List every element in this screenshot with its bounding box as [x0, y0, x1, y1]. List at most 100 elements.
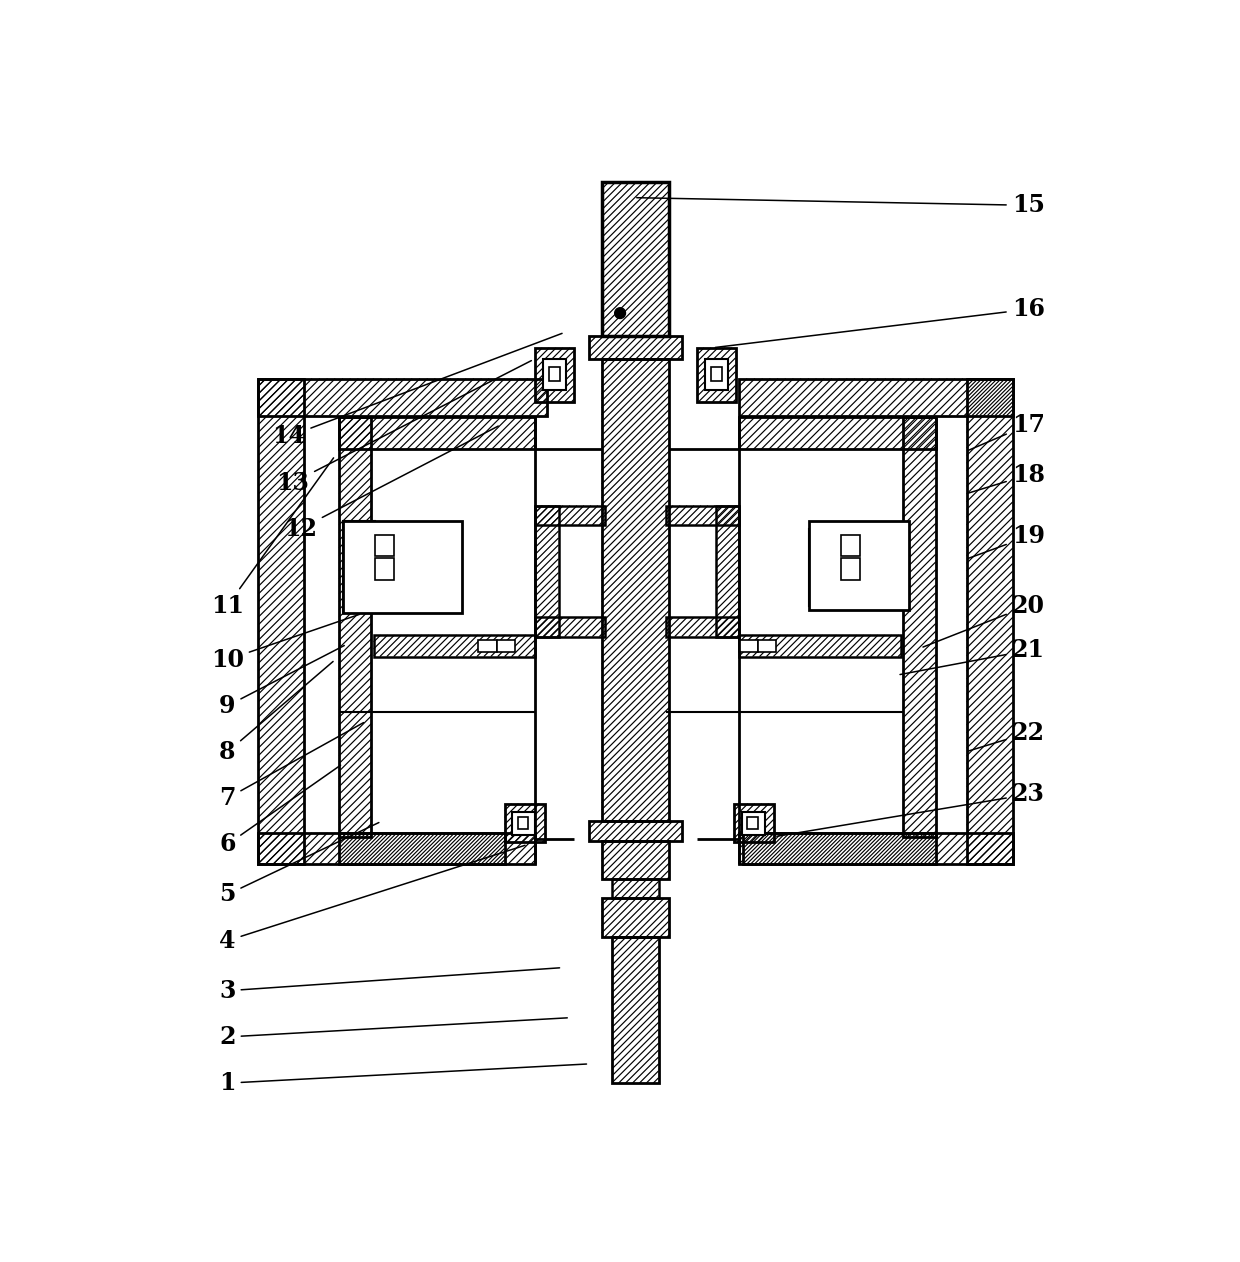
Bar [877, 567, 909, 610]
Bar [666, 617, 739, 636]
Bar [549, 367, 560, 381]
Bar [376, 535, 394, 557]
Bar [739, 640, 758, 652]
Bar [343, 521, 376, 567]
Bar [841, 558, 861, 579]
Bar [877, 525, 909, 567]
Bar [517, 817, 528, 829]
Bar [743, 833, 1013, 863]
Bar [841, 535, 861, 557]
Bar [601, 182, 670, 336]
Bar [258, 833, 505, 863]
Bar [613, 936, 658, 1083]
Bar [343, 521, 376, 567]
Bar [339, 416, 372, 837]
Bar [339, 416, 536, 449]
Bar [536, 506, 605, 525]
Bar [704, 360, 728, 390]
Bar [739, 416, 936, 449]
Bar [877, 525, 909, 567]
Bar [697, 348, 735, 401]
Bar [967, 379, 1013, 863]
Bar [258, 379, 547, 415]
Text: 1: 1 [219, 1064, 587, 1095]
Bar [808, 521, 909, 610]
Text: 3: 3 [219, 968, 559, 1003]
Bar [601, 840, 670, 880]
Text: 10: 10 [211, 615, 360, 671]
Bar [258, 379, 547, 415]
Text: 8: 8 [219, 661, 334, 764]
Bar [343, 521, 463, 613]
Bar [536, 617, 605, 636]
Text: 21: 21 [900, 639, 1044, 674]
Bar [877, 567, 909, 610]
Bar [613, 936, 658, 1083]
Bar [808, 529, 841, 606]
Text: 15: 15 [636, 193, 1044, 217]
Bar [666, 506, 739, 525]
Bar [536, 506, 605, 525]
Bar [743, 833, 1013, 863]
Bar [589, 336, 682, 360]
Bar [613, 880, 658, 899]
Bar [258, 379, 304, 863]
Bar [717, 506, 739, 636]
Bar [666, 506, 739, 525]
Bar [373, 635, 536, 656]
Text: 9: 9 [219, 646, 345, 718]
Bar [497, 640, 516, 652]
Bar [258, 833, 505, 863]
Text: 12: 12 [284, 427, 498, 540]
Bar [343, 567, 376, 613]
Text: 20: 20 [923, 593, 1044, 647]
Bar [758, 640, 776, 652]
Bar [376, 558, 394, 579]
Bar [601, 360, 670, 822]
Text: 2: 2 [219, 1018, 567, 1049]
Bar [734, 804, 774, 842]
Bar [808, 529, 841, 606]
Bar [512, 813, 536, 835]
Text: 13: 13 [277, 361, 532, 495]
Text: 19: 19 [967, 525, 1044, 559]
Bar [536, 506, 558, 636]
Bar [543, 360, 567, 390]
Text: 22: 22 [967, 721, 1044, 751]
Bar [748, 817, 758, 829]
Bar [505, 804, 544, 842]
Bar [589, 822, 682, 840]
Bar [589, 822, 682, 840]
Bar [739, 416, 936, 449]
Bar [601, 899, 670, 936]
Bar [601, 899, 670, 936]
Bar [666, 617, 739, 636]
Text: 4: 4 [219, 846, 525, 953]
Bar [536, 506, 558, 636]
Bar [589, 336, 682, 360]
Bar [339, 833, 536, 863]
Bar [536, 617, 605, 636]
Bar [430, 529, 463, 606]
Text: 11: 11 [211, 458, 334, 617]
Text: 14: 14 [273, 333, 562, 448]
Bar [739, 833, 936, 863]
Bar [258, 379, 304, 863]
Bar [343, 567, 376, 613]
Bar [613, 880, 658, 899]
Bar [739, 379, 1013, 415]
Bar [430, 529, 463, 606]
Circle shape [615, 308, 625, 318]
Bar [339, 416, 536, 449]
Bar [601, 182, 670, 336]
Text: 6: 6 [219, 765, 341, 857]
Bar [339, 416, 372, 837]
Bar [717, 506, 739, 636]
Bar [739, 833, 936, 863]
Bar [339, 833, 536, 863]
Text: 7: 7 [219, 723, 363, 810]
Bar [742, 813, 765, 835]
Bar [601, 360, 670, 822]
Bar [479, 640, 497, 652]
Text: 16: 16 [715, 298, 1044, 347]
